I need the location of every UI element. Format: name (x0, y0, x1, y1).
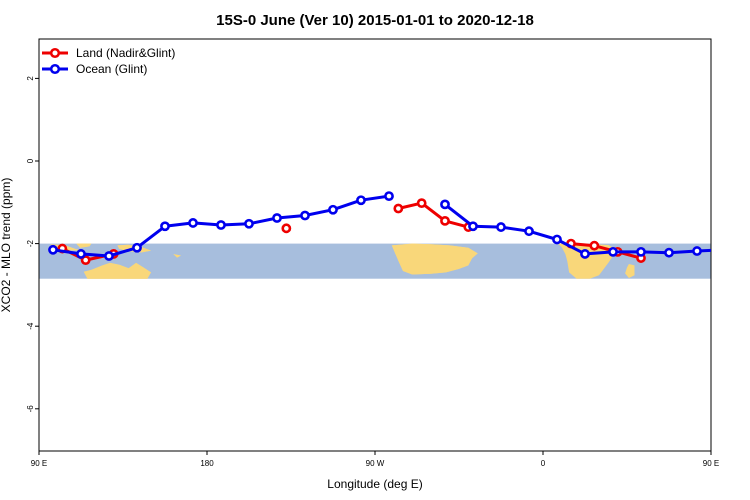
legend-item-land: Land (Nadir&Glint) (42, 46, 175, 60)
data-point (497, 223, 504, 230)
data-point (385, 193, 392, 200)
data-point (301, 212, 308, 219)
x-tick-label: 90 E (31, 459, 47, 468)
x-tick-label: 90 E (703, 459, 719, 468)
legend-item-ocean: Ocean (Glint) (42, 62, 147, 76)
data-point (189, 219, 196, 226)
data-point (693, 247, 700, 254)
x-axis-label: Longitude (deg E) (327, 477, 422, 491)
x-tick-label: 90 W (366, 459, 385, 468)
data-point (609, 248, 616, 255)
y-tick-label: -2 (26, 239, 35, 247)
data-point (161, 223, 168, 230)
x-tick-label: 180 (200, 459, 214, 468)
chart-title: 15S-0 June (Ver 10) 2015-01-01 to 2020-1… (216, 12, 534, 29)
chart: 15S-0 June (Ver 10) 2015-01-01 to 2020-1… (0, 0, 750, 500)
data-point (357, 197, 364, 204)
data-point (525, 228, 532, 235)
legend-label-land: Land (Nadir&Glint) (76, 46, 175, 60)
data-point (721, 246, 728, 253)
data-point (273, 214, 280, 221)
data-point (469, 223, 476, 230)
y-axis: 2 0 -2 -4 -6 (26, 76, 39, 413)
legend-label-ocean: Ocean (Glint) (76, 62, 147, 76)
y-tick-label: 2 (26, 76, 35, 81)
legend: Land (Nadir&Glint) Ocean (Glint) (42, 46, 175, 76)
data-point (637, 248, 644, 255)
y-tick-label: -4 (26, 322, 35, 330)
land-java-sumatra (722, 244, 750, 250)
data-point (591, 242, 598, 249)
data-point (245, 220, 252, 227)
y-axis-label: XCO2 - MLO trend (ppm) (0, 178, 13, 313)
y-tick-label: -6 (26, 405, 35, 413)
data-point (395, 205, 402, 212)
data-point (283, 225, 290, 232)
x-axis: 90 E 180 90 W 0 90 E (31, 451, 719, 468)
data-point (77, 250, 84, 257)
y-tick-label: 0 (26, 158, 35, 163)
data-point (441, 201, 448, 208)
data-point (105, 252, 112, 259)
data-point (49, 246, 56, 253)
data-point (581, 250, 588, 257)
data-point (418, 200, 425, 207)
data-point (441, 217, 448, 224)
data-point (553, 236, 560, 243)
data-point (133, 244, 140, 251)
x-tick-label: 0 (541, 459, 546, 468)
data-point (329, 206, 336, 213)
data-point (665, 249, 672, 256)
data-point (217, 221, 224, 228)
